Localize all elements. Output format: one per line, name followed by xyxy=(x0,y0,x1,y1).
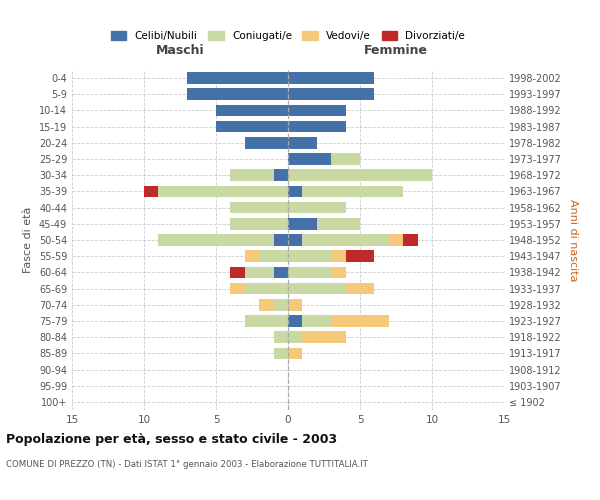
Bar xyxy=(288,299,302,310)
Bar xyxy=(317,218,360,230)
Bar xyxy=(331,153,360,165)
Bar xyxy=(230,266,245,278)
Bar xyxy=(288,104,346,117)
Bar xyxy=(288,348,302,359)
Bar xyxy=(288,282,346,294)
Bar xyxy=(274,332,288,343)
Bar xyxy=(302,234,389,246)
Bar xyxy=(230,170,274,181)
Bar xyxy=(274,348,288,359)
Bar xyxy=(259,250,288,262)
Bar xyxy=(216,104,288,117)
Bar xyxy=(230,202,288,213)
Bar xyxy=(216,121,288,132)
Bar xyxy=(144,186,158,198)
Bar xyxy=(230,282,245,294)
Text: Maschi: Maschi xyxy=(155,44,205,57)
Bar xyxy=(389,234,403,246)
Bar xyxy=(230,218,288,230)
Bar xyxy=(245,282,288,294)
Bar xyxy=(302,332,346,343)
Bar xyxy=(288,218,317,230)
Bar xyxy=(331,315,389,327)
Bar xyxy=(331,250,346,262)
Bar xyxy=(245,250,259,262)
Bar xyxy=(245,137,288,148)
Bar xyxy=(259,299,274,310)
Bar xyxy=(288,250,331,262)
Bar xyxy=(288,266,331,278)
Bar xyxy=(331,266,346,278)
Bar xyxy=(302,315,331,327)
Bar xyxy=(187,88,288,100)
Bar xyxy=(288,72,374,84)
Bar xyxy=(403,234,418,246)
Bar xyxy=(274,266,288,278)
Bar xyxy=(158,234,274,246)
Bar xyxy=(288,153,331,165)
Bar xyxy=(288,121,346,132)
Bar xyxy=(158,186,288,198)
Bar xyxy=(187,72,288,84)
Text: Popolazione per età, sesso e stato civile - 2003: Popolazione per età, sesso e stato civil… xyxy=(6,432,337,446)
Bar xyxy=(274,299,288,310)
Bar xyxy=(288,186,302,198)
Text: COMUNE DI PREZZO (TN) - Dati ISTAT 1° gennaio 2003 - Elaborazione TUTTITALIA.IT: COMUNE DI PREZZO (TN) - Dati ISTAT 1° ge… xyxy=(6,460,368,469)
Bar xyxy=(288,315,302,327)
Bar xyxy=(288,170,432,181)
Text: Femmine: Femmine xyxy=(364,44,428,57)
Bar xyxy=(288,137,317,148)
Bar xyxy=(245,315,288,327)
Bar xyxy=(302,186,403,198)
Bar xyxy=(346,250,374,262)
Legend: Celibi/Nubili, Coniugati/e, Vedovi/e, Divorziati/e: Celibi/Nubili, Coniugati/e, Vedovi/e, Di… xyxy=(111,31,465,41)
Bar xyxy=(346,282,374,294)
Bar xyxy=(288,88,374,100)
Bar xyxy=(288,234,302,246)
Bar xyxy=(274,234,288,246)
Bar xyxy=(288,202,346,213)
Bar xyxy=(274,170,288,181)
Bar xyxy=(288,332,302,343)
Bar xyxy=(245,266,274,278)
Y-axis label: Anni di nascita: Anni di nascita xyxy=(568,198,578,281)
Y-axis label: Fasce di età: Fasce di età xyxy=(23,207,33,273)
